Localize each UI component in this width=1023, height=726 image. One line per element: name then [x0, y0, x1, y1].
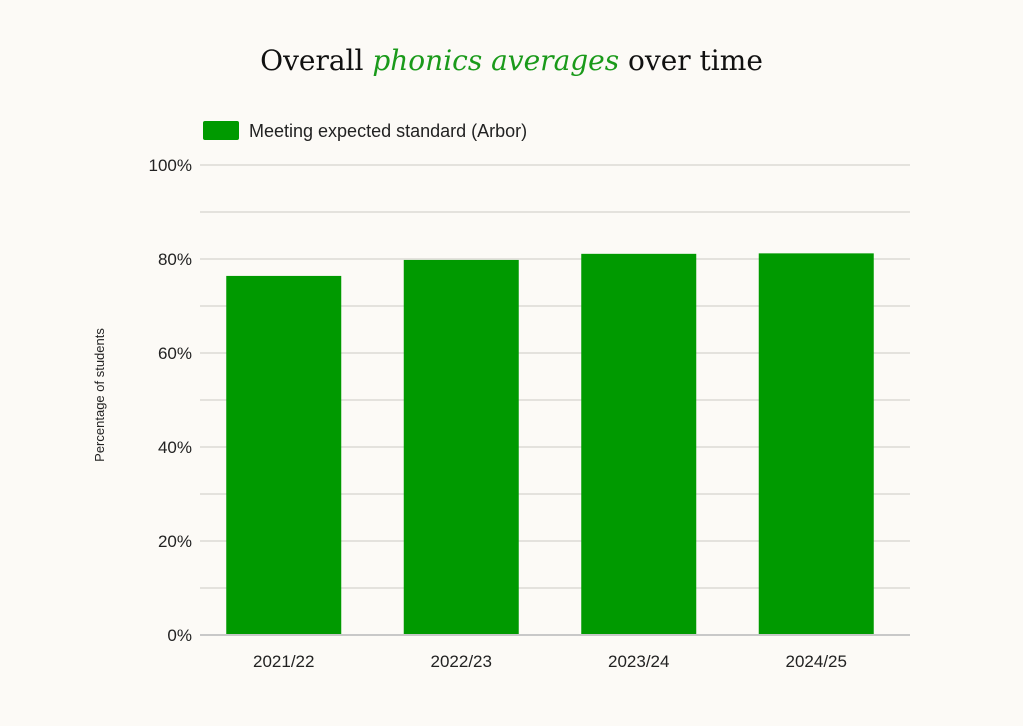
- bar-2021-22: [226, 275, 342, 635]
- title-highlight: phonics averages: [372, 44, 620, 77]
- title-prefix: Overall: [260, 44, 373, 77]
- x-tick-label: 2021/22: [253, 652, 314, 671]
- y-tick-label: 60%: [158, 344, 192, 363]
- bar-2022-23: [403, 259, 519, 635]
- y-tick-label: 40%: [158, 438, 192, 457]
- y-axis-label: Percentage of students: [92, 328, 107, 462]
- legend-label: Meeting expected standard (Arbor): [249, 121, 527, 141]
- y-tick-label: 100%: [149, 156, 192, 175]
- bar-2023-24: [581, 253, 697, 635]
- x-tick-label: 2022/23: [431, 652, 492, 671]
- y-tick-label: 20%: [158, 532, 192, 551]
- legend-swatch: [203, 121, 239, 140]
- y-tick-label: 80%: [158, 250, 192, 269]
- title-suffix: over time: [619, 44, 763, 77]
- x-tick-label: 2024/25: [786, 652, 847, 671]
- x-tick-label: 2023/24: [608, 652, 669, 671]
- y-tick-label: 0%: [167, 626, 192, 645]
- bar-2024-25: [758, 253, 874, 636]
- chart-title: Overall phonics averages over time: [0, 44, 1023, 77]
